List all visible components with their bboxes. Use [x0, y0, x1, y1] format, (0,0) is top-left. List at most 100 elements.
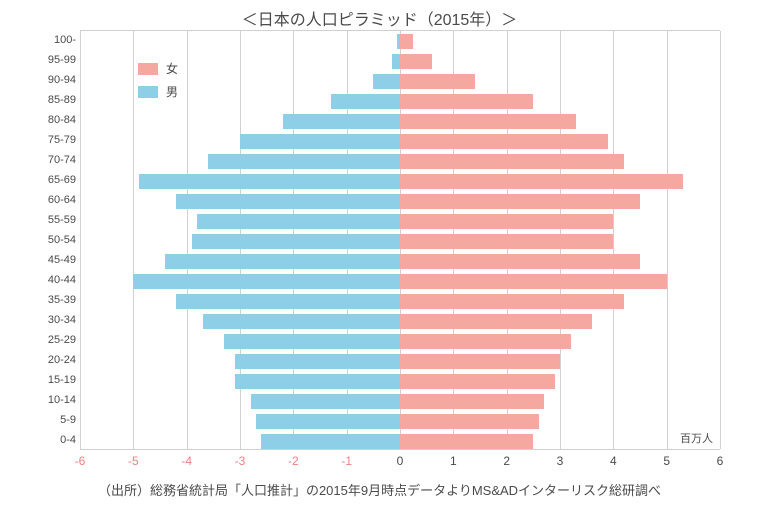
bar-row: [80, 274, 720, 289]
population-pyramid-chart: ＜日本の人口ピラミッド（2015年）＞ 100- 95-99 90-94 85-89 8…: [0, 0, 759, 516]
x-tick-label: 6: [717, 454, 724, 468]
x-tick-label: -1: [341, 454, 352, 468]
x-tick-label: 3: [557, 454, 564, 468]
y-tick-label: 100-: [2, 33, 76, 48]
y-tick-label: 60-64: [2, 193, 76, 208]
y-tick-label: 45-49: [2, 253, 76, 268]
x-tick-label: 4: [610, 454, 617, 468]
bar-row: [80, 314, 720, 329]
bar-male: [392, 54, 400, 69]
y-tick-label: 35-39: [2, 293, 76, 308]
bar-row: [80, 154, 720, 169]
bar-female: [400, 274, 667, 289]
legend-label: 男: [166, 83, 178, 100]
bar-male: [165, 254, 400, 269]
bar-male: [208, 154, 400, 169]
bar-female: [400, 34, 413, 49]
bar-male: [283, 114, 400, 129]
bar-female: [400, 74, 475, 89]
bar-female: [400, 134, 608, 149]
source-text: （出所）総務省統計局「人口推計」の2015年9月時点データよりMS&ADインター…: [0, 480, 759, 499]
x-tick-label: 0: [397, 454, 404, 468]
y-tick-label: 55-59: [2, 213, 76, 228]
x-tick-label: 2: [503, 454, 510, 468]
y-tick-label: 20-24: [2, 353, 76, 368]
bar-female: [400, 194, 640, 209]
bar-female: [400, 354, 560, 369]
bar-male: [240, 134, 400, 149]
bar-row: [80, 294, 720, 309]
bar-female: [400, 394, 544, 409]
bar-female: [400, 94, 533, 109]
bar-row: [80, 114, 720, 129]
x-tick-label: -3: [235, 454, 246, 468]
bar-male: [176, 294, 400, 309]
bar-male: [251, 394, 400, 409]
y-tick-label: 85-89: [2, 93, 76, 108]
bar-female: [400, 414, 539, 429]
bar-row: [80, 214, 720, 229]
x-tick-label: -2: [288, 454, 299, 468]
y-tick-label: 80-84: [2, 113, 76, 128]
bar-male: [235, 354, 400, 369]
bar-male: [133, 274, 400, 289]
y-tick-label: 15-19: [2, 373, 76, 388]
bar-male: [373, 74, 400, 89]
legend-swatch-female: [138, 63, 158, 75]
bar-row: [80, 254, 720, 269]
bar-female: [400, 294, 624, 309]
bar-female: [400, 374, 555, 389]
y-tick-label: 10-14: [2, 393, 76, 408]
bar-female: [400, 314, 592, 329]
bar-female: [400, 334, 571, 349]
bar-female: [400, 174, 683, 189]
bar-row: [80, 34, 720, 49]
legend-swatch-male: [138, 86, 158, 98]
y-tick-label: 65-69: [2, 173, 76, 188]
bar-male: [192, 234, 400, 249]
bar-row: [80, 354, 720, 369]
bar-female: [400, 434, 533, 449]
bar-row: [80, 134, 720, 149]
bar-male: [139, 174, 400, 189]
x-tick-label: -5: [128, 454, 139, 468]
x-tick-label: -6: [75, 454, 86, 468]
y-tick-label: 70-74: [2, 153, 76, 168]
legend-label: 女: [166, 60, 178, 77]
y-tick-label: 50-54: [2, 233, 76, 248]
unit-label: 百万人: [680, 430, 713, 446]
y-tick-label: 0-4: [2, 433, 76, 448]
legend-item-female: 女: [138, 60, 178, 77]
bar-female: [400, 214, 613, 229]
bar-female: [400, 234, 613, 249]
chart-title: ＜日本の人口ピラミッド（2015年）＞: [0, 6, 759, 30]
y-tick-label: 25-29: [2, 333, 76, 348]
y-tick-label: 40-44: [2, 273, 76, 288]
bar-male: [224, 334, 400, 349]
y-tick-label: 90-94: [2, 73, 76, 88]
bar-row: [80, 394, 720, 409]
y-tick-label: 30-34: [2, 313, 76, 328]
bar-row: [80, 434, 720, 449]
bar-row: [80, 194, 720, 209]
y-tick-label: 95-99: [2, 53, 76, 68]
bar-female: [400, 254, 640, 269]
bar-row: [80, 334, 720, 349]
bar-male: [256, 414, 400, 429]
bar-female: [400, 54, 432, 69]
bar-female: [400, 114, 576, 129]
legend-item-male: 男: [138, 83, 178, 100]
x-tick-label: -4: [181, 454, 192, 468]
x-tick-label: 5: [663, 454, 670, 468]
x-tick-label: 1: [450, 454, 457, 468]
bar-female: [400, 154, 624, 169]
bar-row: [80, 414, 720, 429]
bar-row: [80, 174, 720, 189]
bar-male: [331, 94, 400, 109]
bar-row: [80, 234, 720, 249]
bar-male: [203, 314, 400, 329]
bar-male: [197, 214, 400, 229]
y-tick-label: 75-79: [2, 133, 76, 148]
bar-row: [80, 374, 720, 389]
y-tick-label: 5-9: [2, 413, 76, 428]
